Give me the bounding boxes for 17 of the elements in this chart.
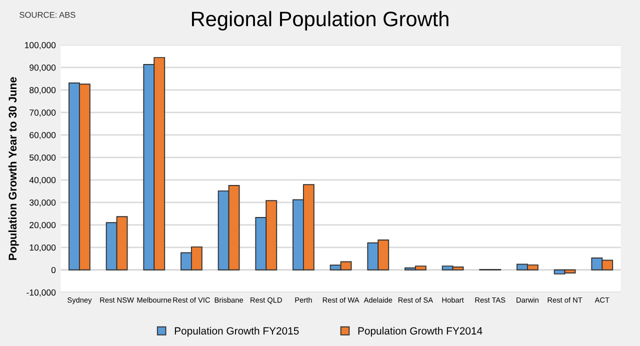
y-tick-label: 60,000 <box>30 132 56 140</box>
legend-label: Population Growth FY2014 <box>358 326 482 337</box>
y-tick-label: 0 <box>51 266 56 274</box>
legend-label: Population Growth FY2015 <box>174 326 299 337</box>
y-tick-label: 100,000 <box>24 42 56 50</box>
y-tick-label: -10,000 <box>26 289 56 297</box>
y-tick-label: 70,000 <box>30 110 56 117</box>
y-tick-label: 50,000 <box>30 154 56 162</box>
y-tick-label: 10,000 <box>30 244 56 252</box>
y-axis-title: Population Growth Year to 30 June <box>8 77 19 260</box>
y-tick-label: 90,000 <box>30 64 56 72</box>
y-tick-label: 80,000 <box>30 87 56 94</box>
y-tick-label: 20,000 <box>30 222 56 230</box>
y-tick-label: 30,000 <box>30 199 56 207</box>
source-note: SOURCE: ABS <box>20 12 76 18</box>
y-tick-label: 40,000 <box>29 176 56 184</box>
chart-title: Regional Population Growth <box>192 11 448 30</box>
